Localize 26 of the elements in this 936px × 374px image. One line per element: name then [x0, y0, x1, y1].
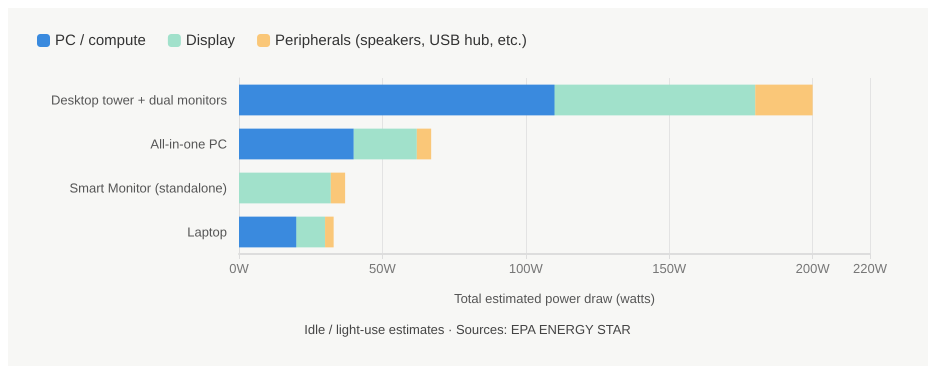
y-tick-label: Laptop	[187, 224, 227, 240]
x-tick-label: 0W	[229, 261, 250, 276]
bar	[755, 84, 813, 116]
bar	[325, 216, 334, 248]
bar	[330, 172, 346, 204]
bar	[239, 128, 354, 160]
bar	[296, 216, 326, 248]
x-tick-label: 200W	[796, 261, 830, 276]
bar	[239, 216, 296, 248]
legend-label: PC / compute	[55, 32, 146, 49]
bar	[239, 84, 554, 116]
bar	[554, 84, 756, 116]
x-tick-label: 50W	[369, 261, 396, 276]
x-tick-label: 220W	[853, 261, 888, 276]
y-tick-label: Desktop tower + dual monitors	[51, 92, 228, 108]
text: Idle / light-use estimates · Sources: EPA ENERGY STAR	[304, 322, 631, 337]
legend-label: Peripherals (speakers, USB hub, etc.)	[275, 32, 527, 49]
x-tick-label: 150W	[652, 261, 687, 276]
y-tick-label: Smart Monitor (standalone)	[69, 180, 227, 196]
y-tick-label: All-in-one PC	[150, 136, 227, 152]
bar	[354, 128, 417, 160]
x-tick-label: 100W	[508, 261, 544, 276]
x-axis-title: Total estimated power draw (watts)	[454, 291, 655, 306]
bar	[239, 172, 331, 204]
legend-label: Display	[186, 32, 236, 49]
bar	[416, 128, 432, 160]
